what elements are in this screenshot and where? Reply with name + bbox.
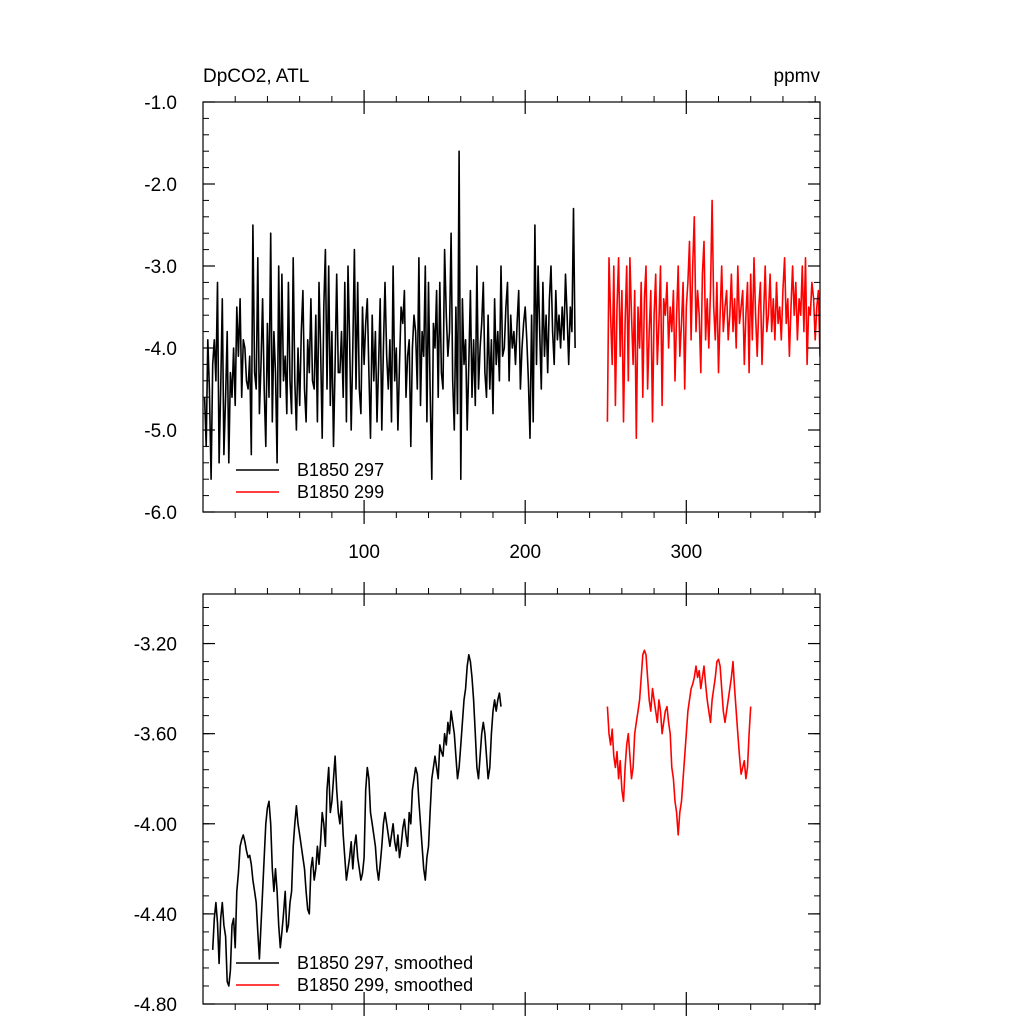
series-group	[211, 649, 752, 987]
y-tick-label: -3.60	[134, 725, 177, 746]
y-tick-label: -1.0	[144, 93, 177, 114]
y-tick-label: -3.20	[134, 635, 177, 656]
legend-label: B1850 297	[297, 460, 384, 480]
panel-bottom: -4.80 -4.40 -4.00 -3.60 -3.20 B1850 297, smoo…	[134, 582, 821, 1016]
chart-title: DpCO2, ATL	[203, 66, 309, 87]
series-line-b1850-299	[606, 199, 820, 440]
legend-label: B1850 299	[297, 482, 384, 502]
legend-label: B1850 299, smoothed	[297, 975, 473, 995]
y-tick-label: -6.0	[144, 503, 177, 524]
plot-frame	[202, 593, 821, 1005]
series-line-b1850-297	[211, 653, 502, 987]
x-tick-label: 300	[670, 542, 702, 563]
y-tick-label: -4.0	[144, 339, 177, 360]
y-tick-label: -4.80	[134, 995, 177, 1016]
chart-units: ppmv	[774, 66, 821, 87]
series-line-b1850-299	[606, 649, 752, 836]
y-tick-label: -2.0	[144, 175, 177, 196]
y-tick-label: -4.40	[134, 905, 177, 926]
series-group	[203, 150, 820, 481]
series-line-b1850-297	[203, 150, 576, 481]
y-tick-label: -3.0	[144, 257, 177, 278]
y-tick-label: -4.00	[134, 815, 177, 836]
x-tick-label: 200	[509, 542, 541, 563]
panel-top: -6.0 -5.0 -4.0 -3.0 -2.0 -1.0 100 200 300 DpCO2, …	[144, 66, 821, 563]
y-tick-label: -5.0	[144, 421, 177, 442]
legend-label: B1850 297, smoothed	[297, 953, 473, 973]
x-tick-label: 100	[348, 542, 380, 563]
plot-frame	[202, 101, 821, 513]
